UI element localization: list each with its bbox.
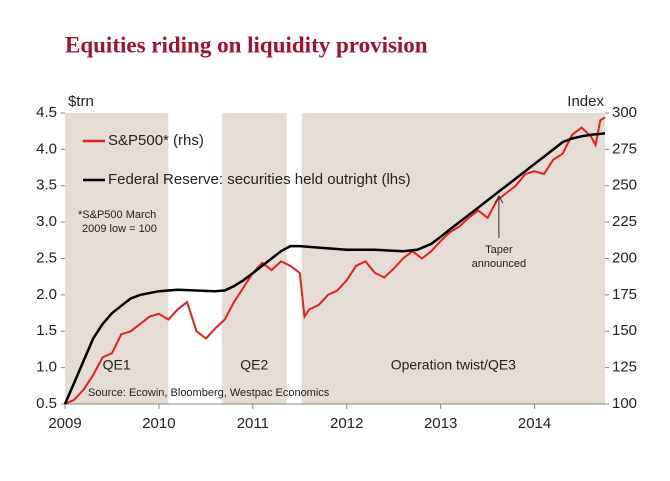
- y2-tick-label: 150: [612, 322, 637, 339]
- note: *S&P500 March: [78, 209, 156, 221]
- legend-label: S&P500* (rhs): [108, 132, 204, 149]
- y-tick-label: 3.5: [36, 177, 57, 194]
- shaded-region: [301, 113, 605, 404]
- y2-tick-label: 125: [612, 359, 637, 376]
- annotation-text: announced: [472, 258, 526, 270]
- x-tick-label: 2009: [48, 415, 81, 432]
- y2-tick-label: 300: [612, 104, 637, 121]
- y-tick-label: 3.0: [36, 213, 57, 230]
- x-tick-label: 2011: [237, 415, 269, 432]
- region-label: QE2: [240, 357, 268, 373]
- shaded-region: [65, 113, 169, 404]
- y-tick-label: 2.0: [36, 286, 57, 303]
- source: Source: Ecowin, Bloomberg, Westpac Econo…: [88, 387, 330, 399]
- x-tick-label: 2010: [142, 415, 175, 432]
- y2-tick-label: 200: [612, 249, 637, 266]
- y2-tick-label: 250: [612, 177, 637, 194]
- y-tick-label: 4.5: [36, 104, 57, 121]
- x-tick-label: 2014: [518, 415, 551, 432]
- y2-tick-label: 100: [612, 395, 637, 412]
- y-tick-label: 4.0: [36, 140, 57, 157]
- x-tick-label: 2013: [424, 415, 457, 432]
- x-tick-label: 2012: [330, 415, 363, 432]
- annotation-text: Taper: [485, 244, 513, 256]
- y-tick-label: 0.5: [36, 395, 57, 412]
- region-label: Operation twist/QE3: [391, 357, 516, 373]
- y-tick-label: 1.0: [36, 359, 57, 376]
- annotation-arrowhead: [494, 195, 504, 204]
- region-label: QE1: [103, 357, 131, 373]
- chart-title: Equities riding on liquidity provision: [65, 32, 428, 57]
- series-line: [64, 116, 606, 405]
- y-tick-label: 1.5: [36, 322, 57, 339]
- y2-axis-label: Index: [567, 93, 604, 110]
- y-tick-label: 2.5: [36, 249, 57, 266]
- shaded-region: [221, 113, 287, 404]
- note: 2009 low = 100: [82, 223, 157, 235]
- legend-label: Federal Reserve: securities held outrigh…: [108, 171, 411, 188]
- y2-tick-label: 225: [612, 213, 637, 230]
- y-axis-label: $trn: [68, 93, 94, 110]
- y2-tick-label: 275: [612, 140, 637, 157]
- y2-tick-label: 175: [612, 286, 637, 303]
- series-line: [63, 132, 606, 405]
